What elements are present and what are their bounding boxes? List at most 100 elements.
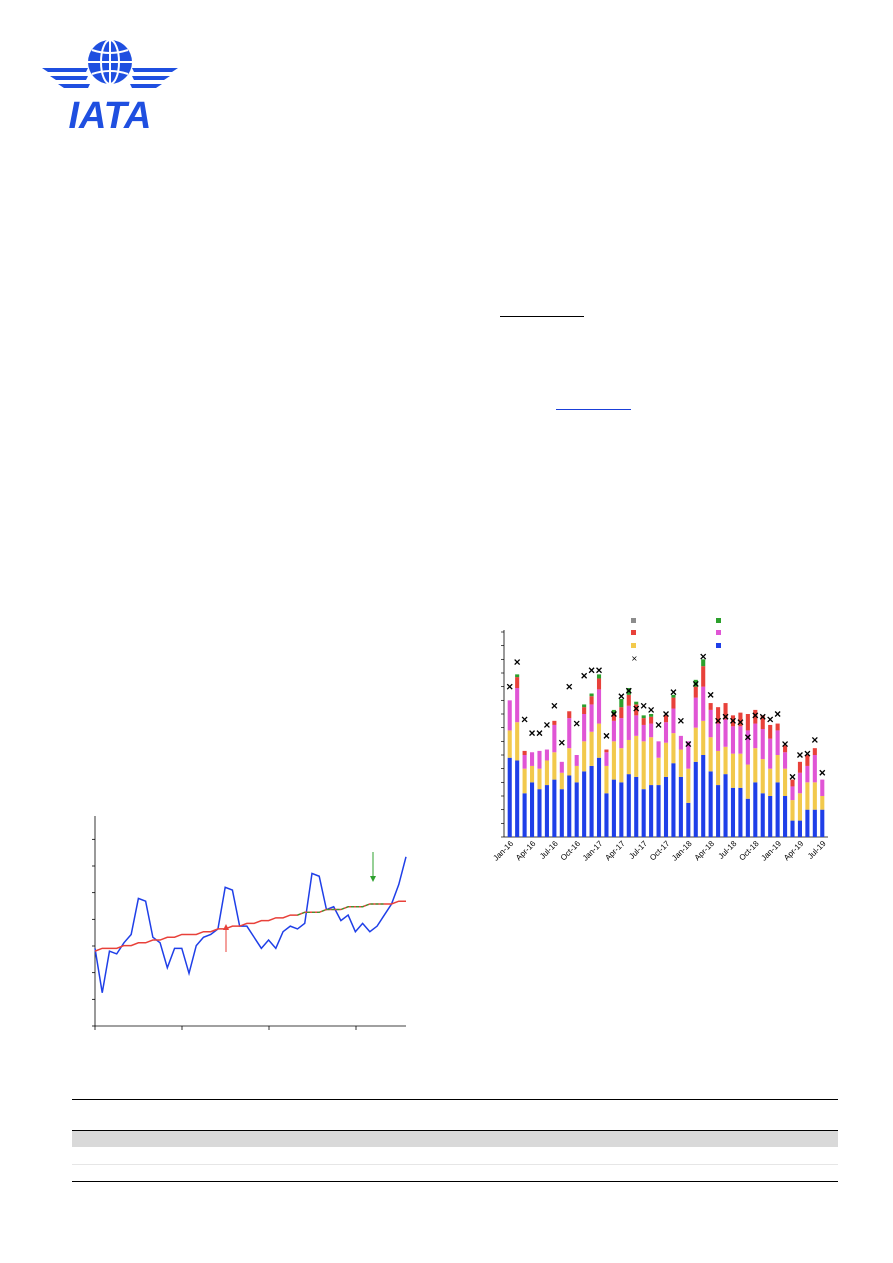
total-marker bbox=[796, 752, 803, 758]
bar-segment bbox=[663, 715, 669, 723]
bar-segment bbox=[596, 678, 602, 690]
legend: × bbox=[631, 618, 721, 663]
bar-segment bbox=[768, 738, 773, 769]
bar-segment bbox=[552, 724, 557, 753]
bar-segment bbox=[619, 718, 624, 749]
bar-segment bbox=[559, 789, 564, 837]
bar-segment bbox=[522, 750, 527, 755]
bar-segment bbox=[649, 785, 654, 837]
bar-segment bbox=[723, 774, 728, 837]
logo-text: IATA bbox=[68, 95, 151, 134]
legend-swatch-green bbox=[716, 618, 721, 623]
total-marker bbox=[536, 730, 543, 737]
bar-segment bbox=[723, 746, 728, 775]
bar-segment bbox=[663, 722, 669, 743]
bar-segment bbox=[619, 707, 624, 719]
bar-segment bbox=[544, 749, 549, 761]
total-marker bbox=[610, 711, 617, 717]
table-row-shaded bbox=[72, 1131, 838, 1147]
x-tick-label: Apr-17 bbox=[603, 839, 627, 863]
table-bottom-rule bbox=[72, 1181, 838, 1182]
bar-segment bbox=[812, 755, 817, 783]
bar-segment bbox=[663, 776, 669, 837]
table-header-rule bbox=[72, 1130, 838, 1131]
bar-segment bbox=[716, 750, 721, 786]
bar-segment bbox=[797, 772, 802, 794]
bar-segment bbox=[701, 720, 706, 755]
bar-segment bbox=[589, 731, 594, 766]
bar-segment bbox=[611, 779, 616, 837]
bar-segment bbox=[790, 779, 795, 787]
bar-segment bbox=[582, 707, 587, 714]
bar-segment bbox=[812, 748, 817, 755]
bar-segment bbox=[693, 697, 698, 728]
total-marker bbox=[521, 716, 528, 723]
bar-segment bbox=[820, 779, 825, 796]
total-marker bbox=[700, 653, 707, 660]
bar-segment bbox=[790, 820, 795, 837]
x-tick-label: Jul-19 bbox=[806, 839, 828, 861]
bar-segment bbox=[783, 796, 788, 837]
total-marker bbox=[804, 750, 811, 757]
table-row-divider bbox=[72, 1164, 838, 1165]
bar-segment bbox=[596, 689, 602, 724]
bar-segment bbox=[701, 666, 706, 687]
bar-segment bbox=[559, 761, 564, 773]
bar-segment bbox=[775, 755, 780, 783]
total-marker bbox=[670, 689, 677, 696]
bar-segment bbox=[619, 748, 624, 783]
bar-segment bbox=[783, 745, 788, 753]
bar-segment bbox=[559, 772, 564, 790]
bar-segment bbox=[604, 752, 609, 766]
bar-segment bbox=[671, 694, 676, 698]
total-marker bbox=[566, 683, 573, 690]
bar-segment bbox=[634, 776, 639, 837]
bar-segment bbox=[589, 693, 594, 697]
bar-segment bbox=[574, 782, 579, 837]
total-marker bbox=[648, 706, 655, 713]
bar-segment bbox=[730, 726, 736, 754]
wing-right-icon bbox=[130, 68, 178, 88]
bar-segment bbox=[805, 755, 810, 766]
legend-marker-total: × bbox=[631, 654, 638, 663]
bar-segment bbox=[626, 694, 631, 706]
bar-segment bbox=[708, 703, 713, 710]
bar-segment bbox=[730, 787, 736, 837]
bar-segment bbox=[805, 809, 810, 837]
bar-segment bbox=[582, 741, 587, 772]
bar-segment bbox=[582, 771, 587, 837]
bar-segment bbox=[649, 737, 654, 786]
hyperlink-underline[interactable] bbox=[556, 409, 631, 410]
bar-segment bbox=[730, 753, 736, 788]
bar-segment bbox=[678, 749, 683, 777]
total-marker bbox=[774, 711, 781, 717]
bar-segment bbox=[649, 714, 654, 717]
x-tick-label: Jul-18 bbox=[717, 839, 739, 861]
bar-segment bbox=[544, 785, 549, 837]
bar-segment bbox=[656, 785, 661, 837]
bar-segment bbox=[753, 782, 758, 837]
bar-segment bbox=[626, 705, 631, 740]
total-marker bbox=[707, 691, 714, 698]
bar-segment bbox=[723, 703, 728, 720]
total-marker bbox=[558, 739, 565, 746]
bar-segment bbox=[537, 750, 542, 769]
bar-segment bbox=[716, 785, 721, 837]
bar-segment bbox=[530, 765, 535, 783]
bar-segment bbox=[530, 752, 535, 766]
bar-segment bbox=[507, 700, 512, 731]
total-marker bbox=[625, 687, 632, 694]
bar-segment bbox=[701, 659, 706, 667]
bar-segment bbox=[812, 782, 817, 810]
line-chart-traffic bbox=[92, 816, 407, 1030]
total-marker bbox=[744, 734, 751, 741]
bar-segment bbox=[611, 714, 616, 721]
bar-segment bbox=[515, 674, 520, 678]
total-marker bbox=[529, 730, 536, 737]
left-chart-axes bbox=[92, 816, 406, 1030]
bar-segment bbox=[716, 707, 721, 724]
total-marker bbox=[789, 773, 796, 780]
bar-segment bbox=[582, 704, 587, 708]
bar-segment bbox=[745, 714, 750, 731]
